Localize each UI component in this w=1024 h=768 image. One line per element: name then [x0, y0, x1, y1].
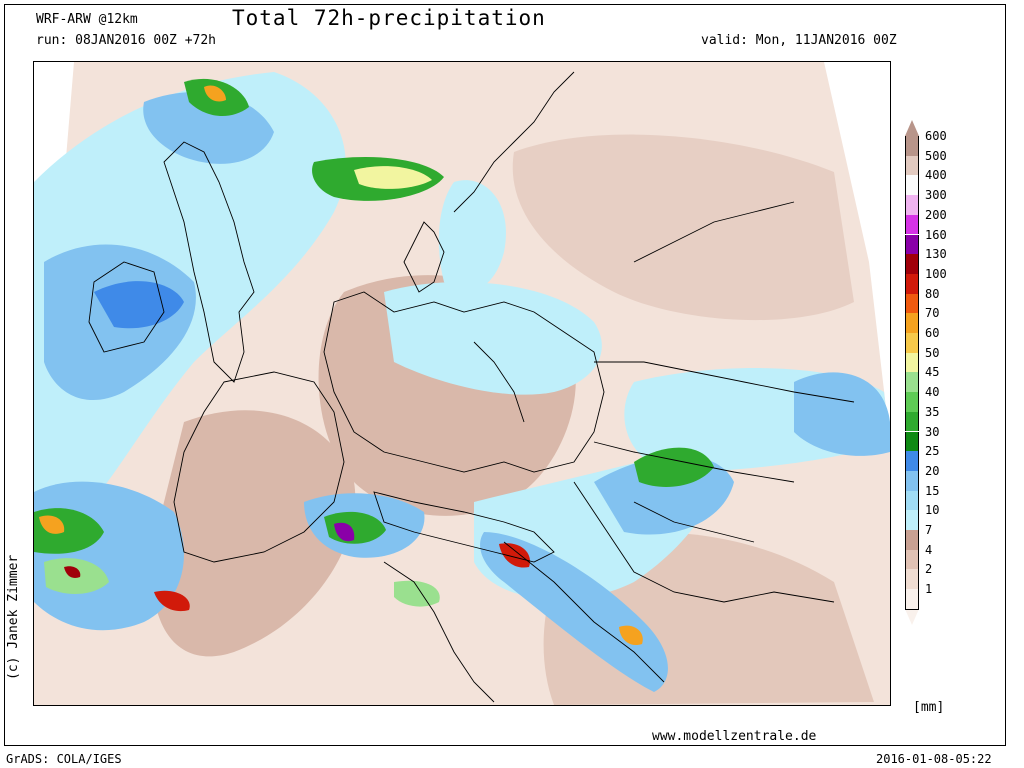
- legend-label-50: 50: [925, 345, 940, 360]
- border-czech: [473, 341, 525, 423]
- legend-swatch-7: [905, 530, 919, 550]
- legend-swatch-500: [905, 155, 919, 176]
- legend-swatch-160: [905, 234, 919, 255]
- legend-swatch-10: [905, 510, 919, 530]
- precipitation-map: [33, 61, 891, 706]
- legend-unit: [mm]: [913, 700, 945, 715]
- legend-swatch-400: [905, 175, 919, 196]
- legend-label-10: 10: [925, 503, 940, 518]
- legend-swatch-60: [905, 333, 919, 353]
- run-label: run: 08JAN2016 00Z +72h: [36, 33, 217, 48]
- legend-label-35: 35: [925, 404, 940, 419]
- legend-swatch-4: [905, 549, 919, 570]
- legend-swatch-15: [905, 490, 919, 511]
- precip-area-baltic: [438, 180, 506, 292]
- precip-area-eastern-europe: [512, 134, 854, 321]
- border-danube: [633, 501, 755, 543]
- coastline-adriatic: [503, 541, 665, 683]
- legend-swatch-20: [905, 470, 919, 491]
- legend-swatch-70: [905, 313, 919, 333]
- legend-swatch-40: [905, 392, 919, 412]
- software-credit: GrADS: COLA/IGES: [6, 752, 122, 766]
- legend-label-40: 40: [925, 385, 940, 400]
- legend-label-2: 2: [925, 562, 933, 577]
- legend-swatch-80: [905, 293, 919, 314]
- precip-max-western-alps: [334, 522, 355, 542]
- legend-label-300: 300: [925, 188, 947, 203]
- legend-swatch-130: [905, 254, 919, 274]
- legend-swatch-45: [905, 372, 919, 393]
- model-label: WRF-ARW @12km: [36, 12, 138, 27]
- legend-label-15: 15: [925, 483, 940, 498]
- legend-label-600: 600: [925, 129, 947, 143]
- coastline-denmark: [403, 221, 445, 293]
- precip-max-scotland: [204, 85, 226, 102]
- legend-top-arrow: [905, 120, 919, 136]
- border-ukraine-south: [593, 441, 795, 483]
- legend-label-80: 80: [925, 286, 940, 301]
- precip-max-mediterranean-coast: [154, 590, 190, 612]
- legend-label-70: 70: [925, 306, 940, 321]
- legend-swatch-50: [905, 352, 919, 373]
- coastline-great-britain: [163, 141, 255, 383]
- legend-swatch-1: [905, 589, 919, 609]
- precip-max-croatia: [499, 543, 530, 568]
- legend-label-4: 4: [925, 542, 933, 557]
- precip-max-biscay: [39, 515, 65, 534]
- legend-label-100: 100: [925, 266, 947, 281]
- precip-core-carpathians: [634, 447, 714, 487]
- border-belarus-ukraine: [594, 361, 855, 403]
- legend-label-500: 500: [925, 148, 947, 163]
- render-timestamp: 2016-01-08-05:22: [876, 752, 992, 766]
- border-germany-poland: [323, 291, 605, 473]
- precip-area-bay-of-biscay: [34, 481, 184, 631]
- legend-label-130: 130: [925, 247, 947, 262]
- precip-core-north-sea: [354, 166, 432, 189]
- legend-label-25: 25: [925, 444, 940, 459]
- legend-swatch-25: [905, 451, 919, 471]
- map-out-of-domain: [824, 62, 890, 442]
- map-borders: [88, 71, 855, 703]
- legend-swatch-30: [905, 431, 919, 452]
- valid-time-label: valid: Mon, 11JAN2016 00Z: [701, 33, 897, 48]
- legend-swatch-100: [905, 273, 919, 294]
- border-alps: [373, 491, 555, 563]
- precip-max-montenegro: [619, 625, 643, 646]
- legend-label-200: 200: [925, 207, 947, 222]
- border-france: [173, 371, 345, 563]
- border-romania: [573, 481, 835, 603]
- chart-frame: [4, 4, 1006, 746]
- legend-swatch-300: [905, 195, 919, 215]
- legend-swatch-600: [905, 136, 919, 156]
- legend-label-60: 60: [925, 326, 940, 340]
- website-link[interactable]: www.modellzentrale.de: [652, 729, 817, 744]
- legend-label-160: 160: [925, 227, 947, 242]
- legend-label-20: 20: [925, 463, 940, 478]
- precip-area-north-germany-poland: [384, 282, 602, 395]
- legend-swatch-35: [905, 411, 919, 432]
- legend-bottom-arrow-outline: [905, 608, 919, 610]
- precip-max-pyrenees: [64, 566, 81, 578]
- legend-bottom-arrow: [905, 608, 919, 625]
- precip-area-east: [794, 372, 890, 456]
- border-baltic-states: [633, 201, 795, 263]
- copyright-credit: (c) Janek Zimmer: [6, 554, 21, 680]
- coastline-ireland: [88, 261, 165, 353]
- legend-label-7: 7: [925, 523, 933, 537]
- legend-label-30: 30: [925, 424, 940, 439]
- coastline-scandinavia: [453, 71, 575, 213]
- legend-label-1: 1: [925, 582, 933, 597]
- coastline-italy: [383, 561, 495, 703]
- precip-area-ligurian: [394, 580, 440, 607]
- precip-area-adriatic-coast: [480, 532, 668, 692]
- legend-label-45: 45: [925, 365, 940, 380]
- precipitation-map-canvas: [34, 62, 890, 705]
- map-title: Total 72h-precipitation: [232, 6, 546, 30]
- precip-area-france: [152, 410, 356, 657]
- legend-label-400: 400: [925, 168, 947, 183]
- legend-swatch-200: [905, 214, 919, 235]
- legend-swatch-2: [905, 569, 919, 590]
